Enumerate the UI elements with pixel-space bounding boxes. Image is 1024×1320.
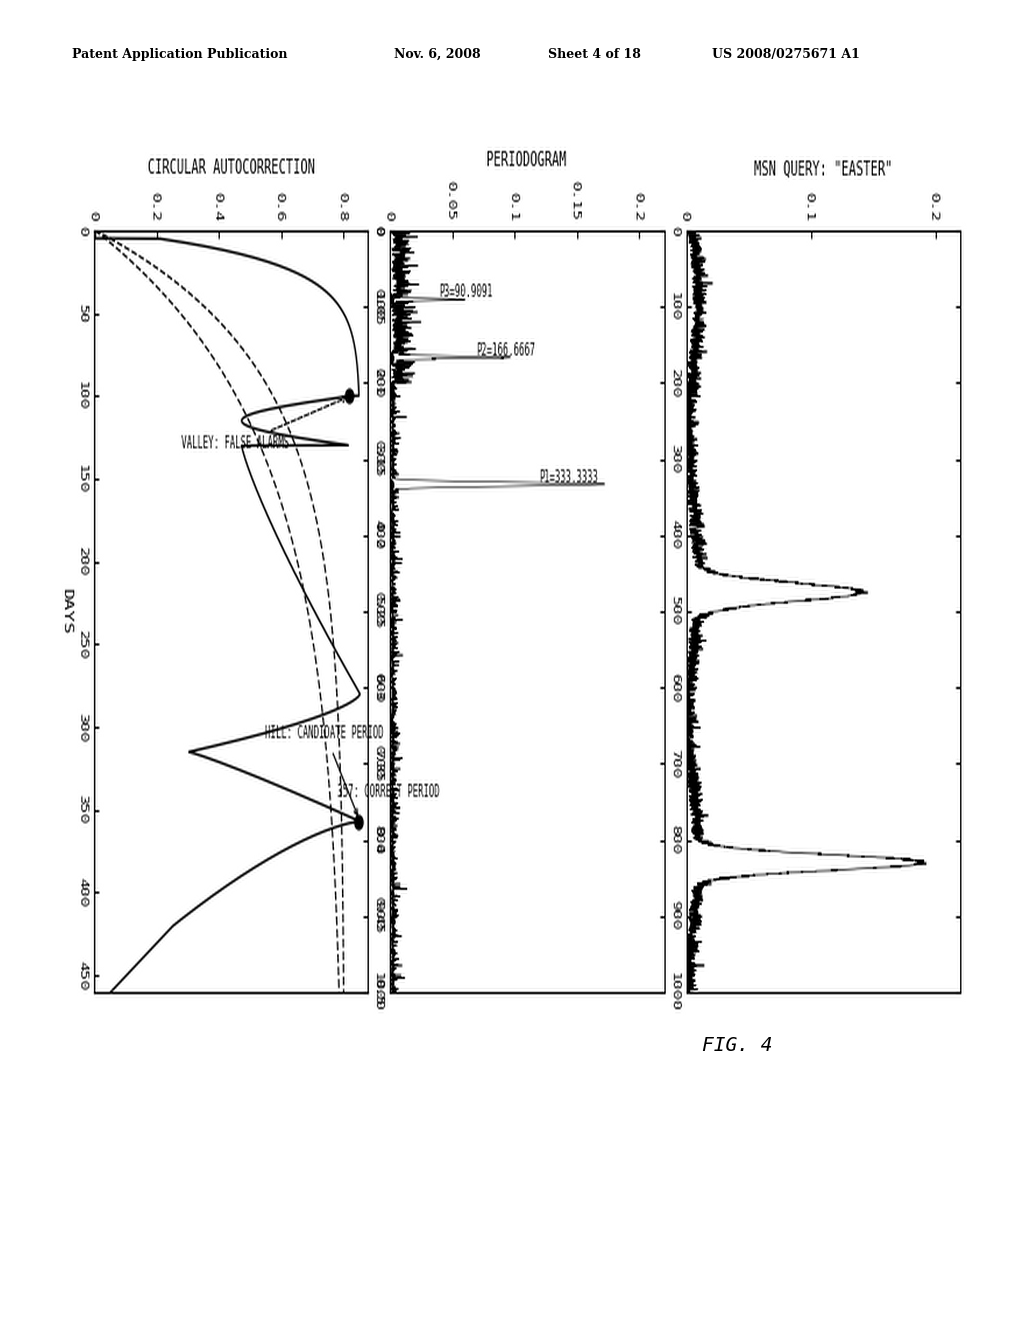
- Text: Patent Application Publication: Patent Application Publication: [72, 48, 287, 61]
- Text: FIG. 4: FIG. 4: [702, 1036, 772, 1055]
- Text: Sheet 4 of 18: Sheet 4 of 18: [548, 48, 641, 61]
- Text: US 2008/0275671 A1: US 2008/0275671 A1: [712, 48, 859, 61]
- Text: Nov. 6, 2008: Nov. 6, 2008: [394, 48, 481, 61]
